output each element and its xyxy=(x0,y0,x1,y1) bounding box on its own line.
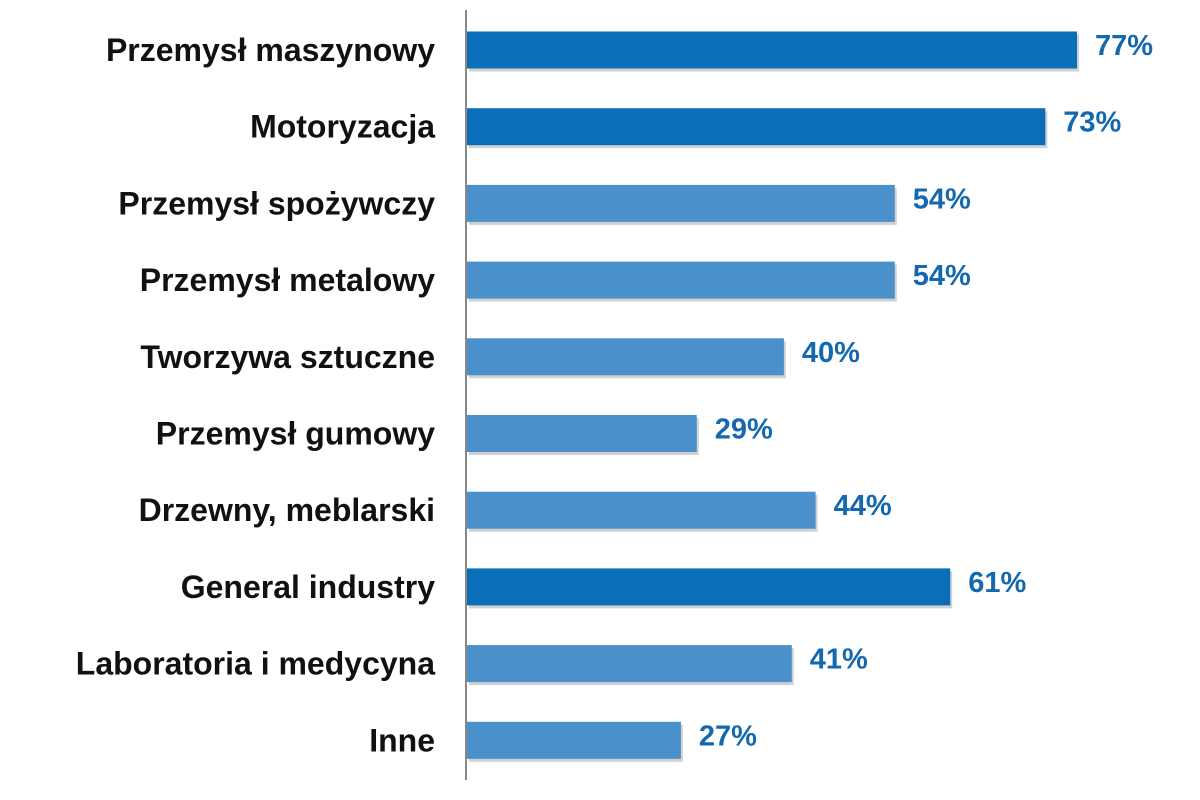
labels-group: Przemysł maszynowy 77% Motoryzacja 73% Przem… xyxy=(76,30,1153,758)
value-label: 61% xyxy=(968,567,1026,599)
value-label: 29% xyxy=(715,414,773,446)
value-label: 54% xyxy=(913,183,971,215)
category-label: Przemysł spożywczy xyxy=(118,185,435,221)
category-label: Laboratoria i medycyna xyxy=(76,646,435,682)
bar xyxy=(467,415,697,452)
category-label: Tworzywa sztuczne xyxy=(140,339,435,375)
bar xyxy=(467,568,951,606)
bar xyxy=(467,108,1046,146)
category-label: Drzewny, meblarski xyxy=(139,492,435,528)
category-label: General industry xyxy=(181,569,436,605)
bar xyxy=(467,338,784,376)
value-label: 41% xyxy=(810,644,868,676)
bar xyxy=(467,491,816,529)
value-label: 40% xyxy=(802,337,860,369)
category-label: Przemysł gumowy xyxy=(156,416,435,452)
category-label: Inne xyxy=(369,722,435,758)
value-label: 77% xyxy=(1095,30,1153,62)
bar xyxy=(467,184,895,222)
value-label: 44% xyxy=(834,490,892,522)
bar xyxy=(467,31,1077,69)
bars-group xyxy=(467,31,1079,762)
value-label: 73% xyxy=(1063,107,1121,139)
bar xyxy=(467,721,681,759)
value-label: 27% xyxy=(699,720,757,752)
bar xyxy=(467,645,792,683)
value-label: 54% xyxy=(913,260,971,292)
category-label: Przemysł metalowy xyxy=(140,262,435,298)
bar xyxy=(467,261,895,299)
category-label: Przemysł maszynowy xyxy=(106,32,435,68)
category-label: Motoryzacja xyxy=(250,109,435,145)
